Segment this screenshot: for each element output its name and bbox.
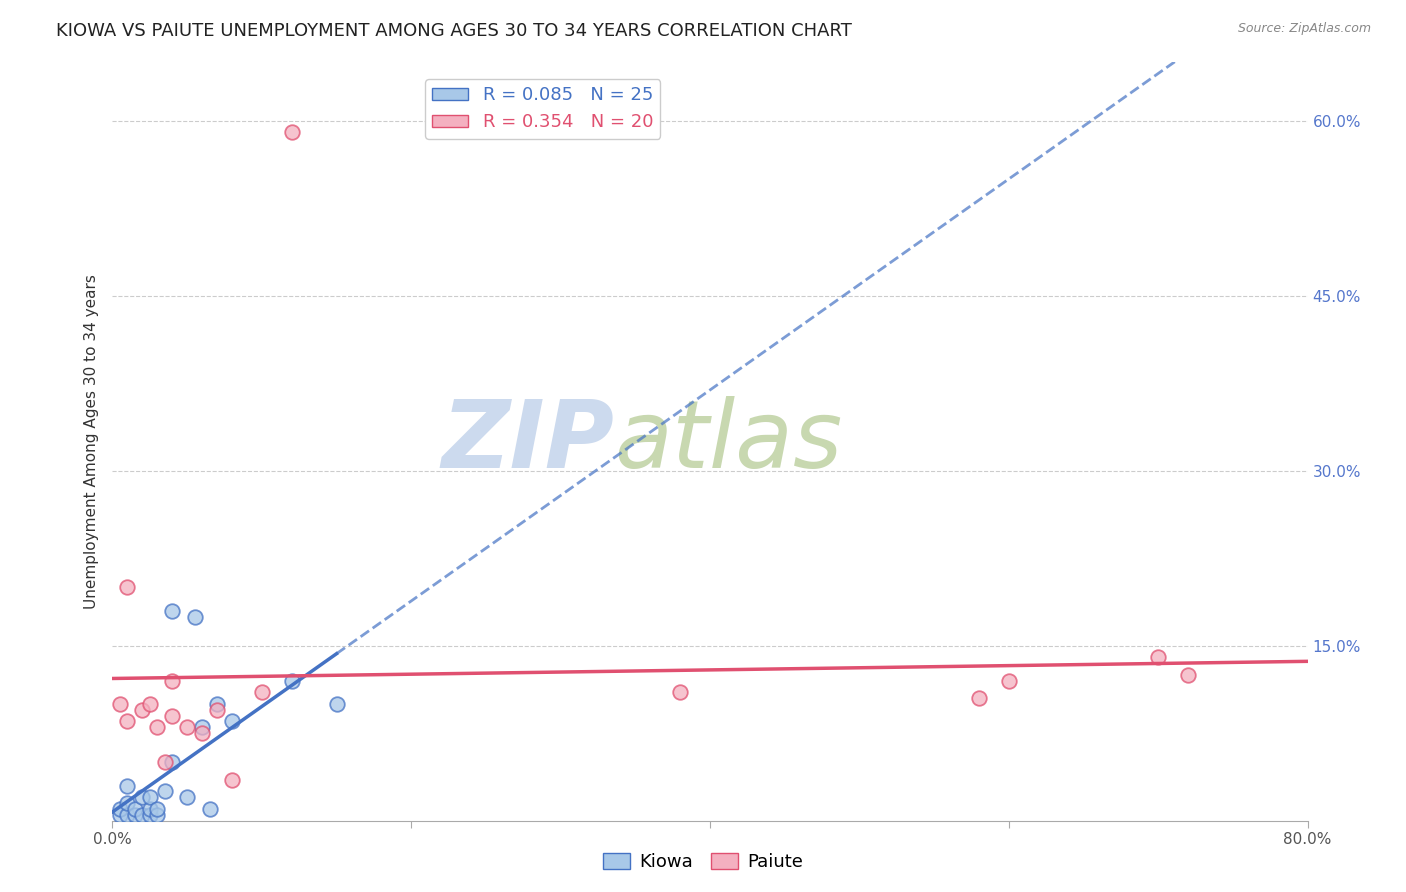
Point <box>117 714 139 729</box>
Point <box>131 790 153 805</box>
Point <box>117 779 139 793</box>
Point <box>198 802 221 816</box>
Point <box>146 807 169 822</box>
Point <box>153 784 176 798</box>
Point <box>153 756 176 770</box>
Legend: R = 0.085   N = 25, R = 0.354   N = 20: R = 0.085 N = 25, R = 0.354 N = 20 <box>425 79 661 138</box>
Point <box>117 580 139 594</box>
Point <box>1147 650 1170 665</box>
Point <box>131 807 153 822</box>
Point <box>325 697 347 711</box>
Point <box>162 604 183 618</box>
Point <box>221 772 243 787</box>
Point <box>221 714 243 729</box>
Point <box>669 685 692 699</box>
Point <box>205 697 228 711</box>
Point <box>139 790 162 805</box>
Point <box>108 807 131 822</box>
Point <box>124 802 146 816</box>
Point <box>139 697 162 711</box>
Point <box>146 802 169 816</box>
Point <box>139 807 162 822</box>
Point <box>1177 668 1199 682</box>
Point <box>162 708 183 723</box>
Point <box>281 673 304 688</box>
Point <box>967 691 990 706</box>
Point <box>191 726 214 740</box>
Point <box>176 720 198 734</box>
Text: KIOWA VS PAIUTE UNEMPLOYMENT AMONG AGES 30 TO 34 YEARS CORRELATION CHART: KIOWA VS PAIUTE UNEMPLOYMENT AMONG AGES … <box>56 22 852 40</box>
Y-axis label: Unemployment Among Ages 30 to 34 years: Unemployment Among Ages 30 to 34 years <box>83 274 98 609</box>
Legend: Kiowa, Paiute: Kiowa, Paiute <box>596 846 810 879</box>
Point <box>146 720 169 734</box>
Point <box>117 796 139 810</box>
Point <box>162 756 183 770</box>
Point <box>108 802 131 816</box>
Point <box>250 685 273 699</box>
Text: Source: ZipAtlas.com: Source: ZipAtlas.com <box>1237 22 1371 36</box>
Point <box>108 697 131 711</box>
Point <box>124 807 146 822</box>
Point <box>183 609 205 624</box>
Point <box>117 807 139 822</box>
Text: atlas: atlas <box>614 396 842 487</box>
Text: ZIP: ZIP <box>441 395 614 488</box>
Point <box>139 802 162 816</box>
Point <box>191 720 214 734</box>
Point <box>281 125 304 139</box>
Point <box>162 673 183 688</box>
Point <box>131 703 153 717</box>
Point <box>205 703 228 717</box>
Point <box>176 790 198 805</box>
Point <box>998 673 1021 688</box>
